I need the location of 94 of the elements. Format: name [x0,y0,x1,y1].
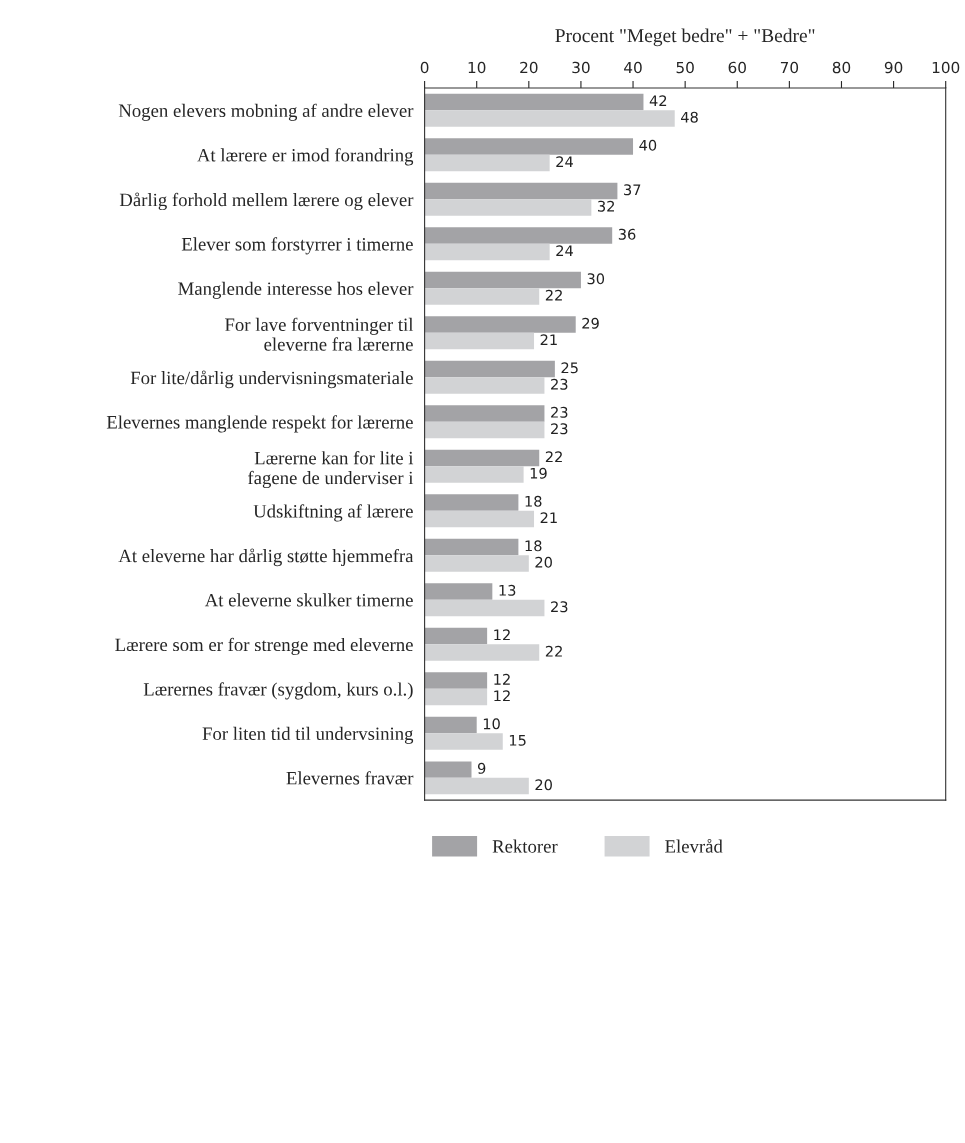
data-label: 22 [545,451,562,463]
y-tick-label: At eleverne skulker timerne [204,593,413,607]
bar [424,199,592,216]
y-tick-label: Elever som forstyrrer i timerne [181,237,413,255]
bar [424,332,535,350]
y-tick-label: Lærerne kan for lite i fagene de underviser i [247,451,414,489]
bar [424,466,524,483]
y-tick-label: Elevernes manglende respekt for lærerne [106,415,413,433]
data-label: 23 [551,378,568,390]
bar [424,555,529,572]
data-label: 32 [598,200,614,212]
bar [424,644,540,661]
bar [424,316,576,333]
data-label: 19 [530,467,547,479]
x-tick-label: 30 [572,61,590,74]
bar [424,110,675,127]
x-tick-label: 70 [780,61,799,74]
bar [424,599,545,617]
data-label: 23 [551,423,568,435]
x-tick-label: 80 [832,61,851,74]
x-tick-label: 0 [420,61,429,74]
y-tick-label: For lite/dårlig undervisningsmateriale [130,370,413,389]
bar [424,777,529,795]
data-label: 23 [551,406,568,418]
x-tick-label: 40 [624,61,642,74]
x-tick-label: 10 [468,61,486,74]
data-label: 29 [582,317,599,329]
data-label: 23 [551,601,568,613]
data-label: 15 [509,734,526,746]
data-label: 12 [494,673,510,685]
bar [424,138,634,155]
x-tick-label: 90 [884,61,903,74]
data-label: 30 [587,273,605,285]
data-label: 13 [499,584,516,596]
data-label: 12 [494,629,510,641]
bar [424,688,488,706]
data-label: 10 [483,718,500,730]
y-tick-label: For lave forventninger til eleverne fra lærerne [225,317,414,351]
bar [424,421,545,439]
bar [424,227,613,244]
y-tick-label: Udskiftning af lærere [253,504,413,522]
bar [424,627,488,645]
y-tick-label: Elevernes fravær [286,771,414,785]
y-tick-label: At eleverne har dårlig støtte hjemmefra [118,548,414,567]
bar [424,538,519,556]
data-label: 36 [618,228,636,240]
y-tick-label: Lærernes fravær (sygdom, kurs o.l.) [143,682,413,700]
bar [424,93,644,111]
bar [424,377,545,394]
data-label: 20 [535,779,552,791]
data-label: 37 [624,184,641,196]
legend-label: Rektorer [492,839,558,853]
y-tick-label: Nogen elevers mobning af andre elever [118,103,414,121]
bar [424,271,581,289]
bar [424,716,477,734]
data-label: 24 [556,245,573,257]
data-label: 21 [540,334,557,346]
bar [424,449,540,467]
data-label: 22 [545,645,562,657]
bar [424,154,550,172]
x-tick-label: 100 [932,61,960,74]
x-axis-title: Procent "Meget bedre" + "Bedre" [555,28,815,47]
y-tick-label: At lærere er imod forandring [197,148,414,166]
data-label: 48 [681,111,698,123]
y-tick-label: Manglende interesse hos elever [178,281,414,299]
bar [424,733,503,750]
x-tick-label: 50 [676,61,694,74]
bar [424,182,618,200]
x-tick-label: 60 [728,61,746,74]
data-label: 25 [561,362,578,374]
x-tick-label: 20 [520,61,538,74]
data-label: 20 [535,556,552,568]
bar [424,583,493,600]
data-label: 21 [540,512,557,524]
legend-label: Elevråd [665,839,723,853]
bar [424,243,550,261]
bar [424,672,488,689]
bar [424,494,519,511]
data-label: 18 [525,540,542,552]
bar [424,761,472,778]
data-label: 9 [477,762,486,774]
data-label: 22 [545,289,562,301]
bar [424,360,555,378]
data-label: 42 [649,95,667,107]
bar [424,288,540,305]
bar [424,405,545,422]
y-tick-label: Lærere som er for strenge med eleverne [115,637,413,655]
y-tick-label: For liten tid til undervsining [202,726,414,744]
data-label: 24 [556,156,573,168]
data-label: 40 [639,139,657,151]
data-label: 18 [525,495,542,507]
bar [424,510,535,528]
data-label: 12 [494,690,510,702]
y-tick-label: Dårlig forhold mellem lærere og elever [119,192,414,211]
